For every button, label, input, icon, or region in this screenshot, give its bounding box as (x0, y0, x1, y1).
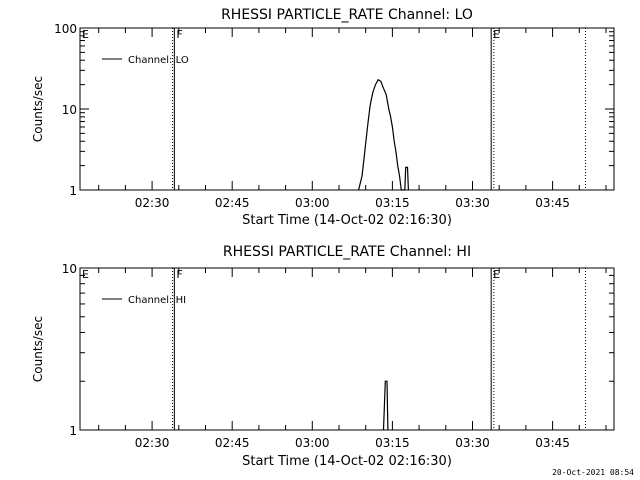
y-tick-label: 100 (54, 22, 77, 36)
x-tick-label: 02:30 (135, 196, 170, 210)
x-tick-label: 02:45 (215, 436, 250, 450)
event-marker-label: E (493, 268, 500, 281)
x-tick-label: 02:45 (215, 196, 250, 210)
x-tick-label: 03:15 (375, 436, 410, 450)
event-marker-label: F (176, 268, 182, 281)
plot-frame (79, 27, 615, 191)
x-tick-label: 03:00 (295, 436, 330, 450)
legend-entry: Channel: LO (128, 55, 189, 66)
event-marker-label: E (82, 268, 89, 281)
y-tick-label: 1 (69, 184, 77, 198)
y-tick-label: 10 (62, 103, 77, 117)
x-tick-label: 03:45 (535, 196, 570, 210)
y-axis-label: Counts/sec (31, 316, 45, 382)
footer-timestamp: 20-Oct-2021 08:54 (552, 468, 634, 477)
event-marker-label: E (82, 28, 89, 41)
series-line (358, 78, 409, 191)
y-tick-label: 10 (62, 262, 77, 276)
x-tick-label: 03:30 (455, 436, 490, 450)
plot-frame (79, 267, 615, 431)
x-tick-label: 03:15 (375, 196, 410, 210)
event-marker-label: E (493, 28, 500, 41)
x-tick-label: 03:00 (295, 196, 330, 210)
x-tick-label: 03:30 (455, 196, 490, 210)
y-tick-label: 1 (69, 424, 77, 438)
chart-panel-1 (79, 267, 615, 431)
chart-title: RHESSI PARTICLE_RATE Channel: HI (223, 244, 471, 260)
x-tick-label: 02:30 (135, 436, 170, 450)
legend-entry: Channel: HI (128, 295, 186, 306)
chart-title: RHESSI PARTICLE_RATE Channel: LO (221, 7, 473, 23)
x-axis-label: Start Time (14-Oct-02 02:16:30) (242, 213, 452, 228)
chart-panel-0 (79, 27, 615, 191)
x-tick-label: 03:45 (535, 436, 570, 450)
x-axis-label: Start Time (14-Oct-02 02:16:30) (242, 454, 452, 469)
y-axis-label: Counts/sec (31, 76, 45, 142)
event-marker-label: F (176, 28, 182, 41)
series-line (382, 380, 389, 431)
